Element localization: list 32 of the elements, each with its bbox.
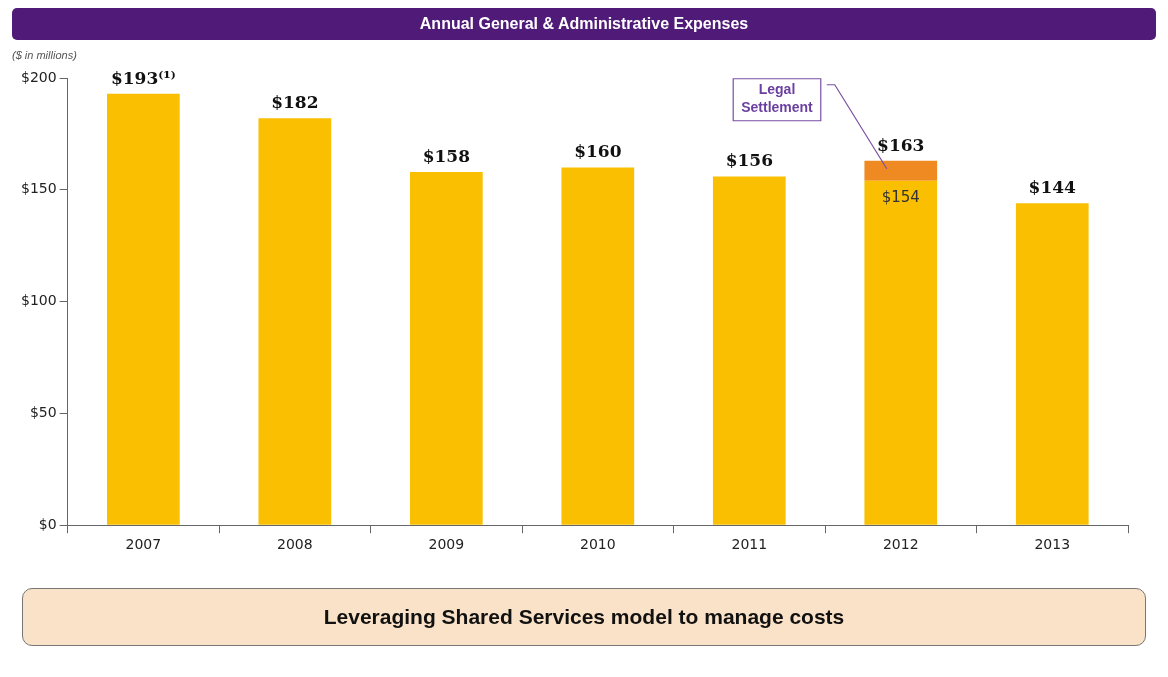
total-label: $193⁽¹⁾	[110, 67, 176, 88]
y-tick-label: $0	[38, 515, 57, 532]
bar	[561, 167, 635, 525]
bar	[1015, 203, 1089, 525]
data-label: $154	[881, 188, 920, 207]
y-axis-title: ($ in millions)	[12, 48, 78, 61]
bar	[712, 176, 786, 525]
x-tick-label: 2011	[731, 536, 768, 553]
y-tick-label: $100	[20, 292, 57, 309]
x-tick-label: 2008	[277, 536, 313, 553]
x-tick-label: 2007	[125, 536, 162, 553]
total-label: $158	[422, 145, 470, 166]
x-tick-label: 2009	[428, 536, 465, 553]
chart-title: Annual General & Administrative Expenses	[12, 8, 1156, 40]
x-tick-label: 2012	[882, 536, 919, 553]
bar	[864, 160, 938, 181]
bar	[409, 171, 483, 525]
bar	[258, 118, 332, 525]
total-label: $163	[877, 134, 925, 155]
total-label: $182	[271, 92, 319, 113]
bar	[864, 180, 938, 525]
bar	[107, 93, 180, 525]
x-tick-label: 2013	[1034, 536, 1071, 553]
total-label: $160	[574, 141, 622, 162]
text: Legal Settlement	[741, 80, 814, 115]
y-tick-label: $150	[20, 180, 57, 197]
text: Leveraging Shared Services model to manage costs	[22, 588, 1146, 646]
y-tick-label: $200	[20, 68, 57, 85]
x-tick-label: 2010	[579, 536, 616, 553]
total-label: $156	[725, 150, 773, 171]
y-tick-label: $50	[29, 404, 57, 421]
total-label: $144	[1028, 177, 1077, 198]
